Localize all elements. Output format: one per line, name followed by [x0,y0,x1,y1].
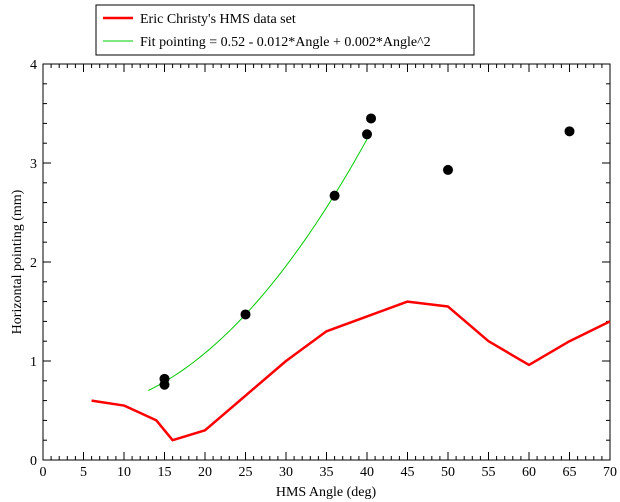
x-tick-label: 30 [279,465,293,480]
data-point [329,190,340,201]
x-tick-label: 65 [563,465,577,480]
data-point [159,379,170,390]
x-axis: 0 5 10 15 20 25 30 35 40 45 50 55 60 65 70 [40,64,617,480]
y-tick-label: 0 [30,454,37,469]
data-point [443,164,453,175]
data-point [564,126,575,137]
x-tick-label: 10 [117,465,131,480]
x-tick-label: 50 [441,465,455,480]
x-tick-label: 5 [80,465,87,480]
x-tick-label: 60 [522,465,536,480]
legend-label-fit: Fit pointing = 0.52 - 0.012*Angle + 0.00… [140,35,431,50]
series-line-eric-christy [91,300,611,442]
x-tick-label: 25 [239,465,253,480]
x-tick-label: 35 [320,465,334,480]
x-tick-label: 15 [158,465,172,480]
x-axis-title: HMS Angle (deg) [276,485,377,500]
x-tick-label: 40 [360,465,374,480]
y-tick-label: 3 [30,157,37,172]
series-line-fit [148,131,372,391]
series-layer [91,113,611,442]
data-point [366,113,377,124]
data-point [362,129,372,140]
x-tick-label: 55 [482,465,496,480]
x-tick-label: 20 [198,465,212,480]
x-tick-label: 70 [603,465,617,480]
y-tick-label: 1 [30,355,37,370]
y-axis: 0 1 2 3 4 [30,58,610,469]
y-tick-label: 4 [30,58,37,73]
plot-border [42,63,611,461]
data-point [240,309,251,320]
x-tick-label: 0 [40,465,47,480]
plot-frame [42,63,611,461]
y-tick-label: 2 [30,256,37,271]
x-tick-label: 45 [401,465,415,480]
legend: Eric Christy's HMS data set Fit pointing… [95,4,475,56]
y-axis-title: Horizontal pointing (mm) [10,189,25,334]
legend-box [95,4,475,56]
legend-label-eric-christy: Eric Christy's HMS data set [140,12,296,27]
